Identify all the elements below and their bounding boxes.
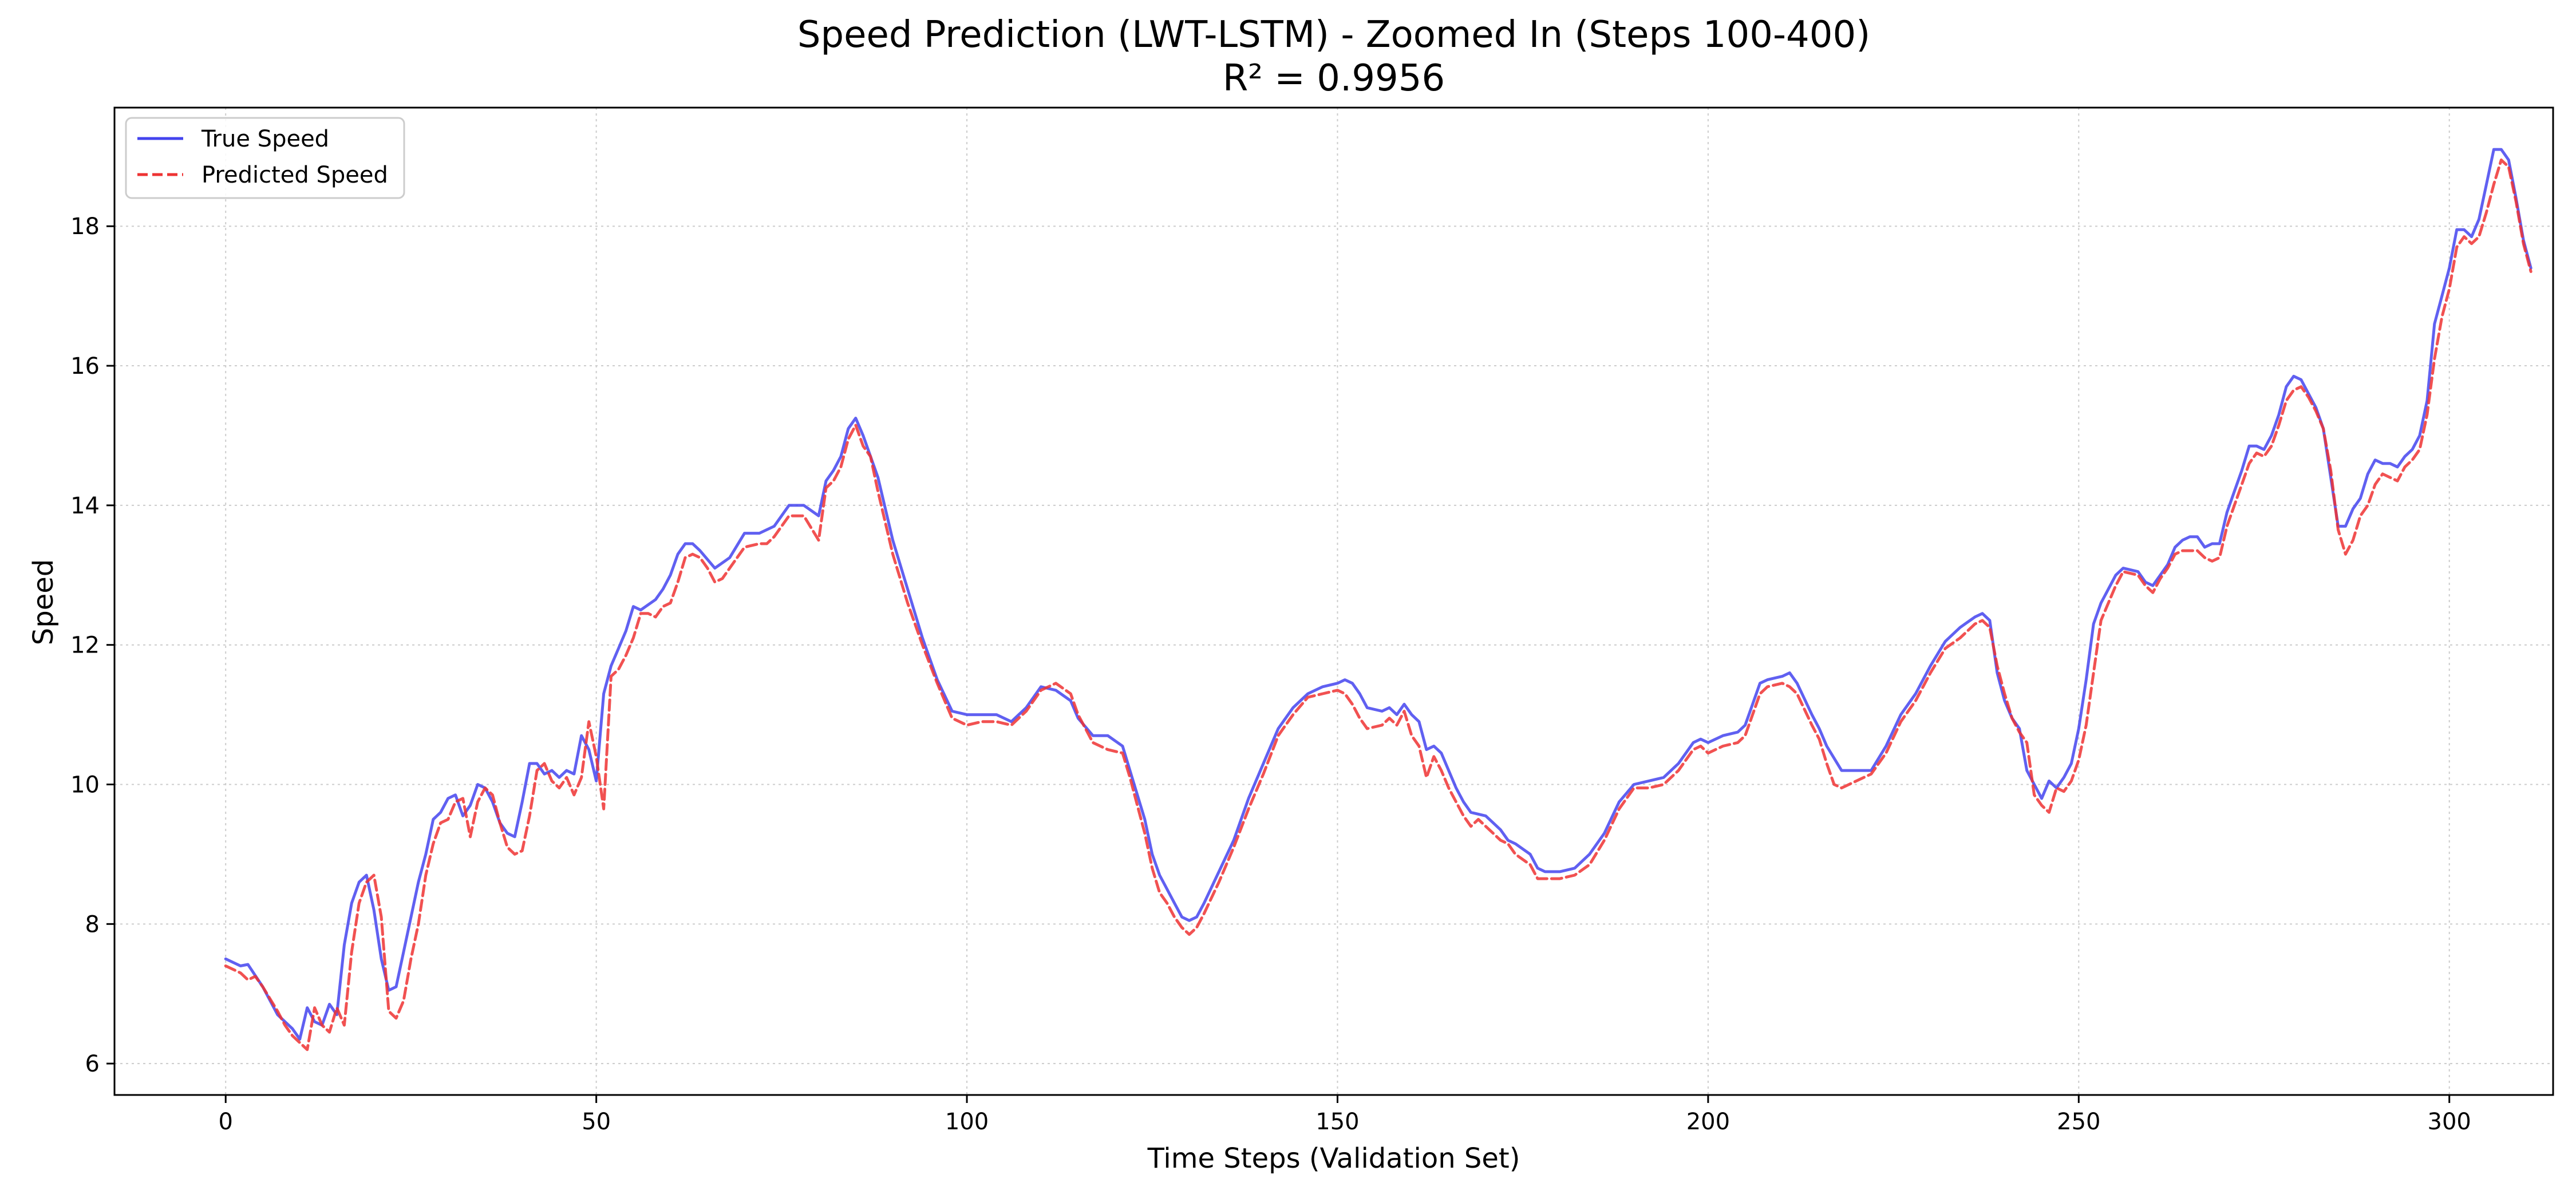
y-tick-label: 14: [70, 493, 100, 519]
y-axis: 6 8 10 12 14 16 18: [70, 213, 114, 1077]
chart-title: Speed Prediction (LWT-LSTM) - Zoomed In …: [797, 14, 1870, 56]
y-tick-label: 16: [70, 353, 100, 379]
legend-label-predicted-speed: Predicted Speed: [202, 162, 388, 188]
x-tick-label: 100: [945, 1109, 989, 1135]
x-tick-label: 50: [582, 1109, 611, 1135]
x-tick-label: 200: [1686, 1109, 1730, 1135]
plot-frame: [113, 106, 2554, 1096]
y-axis-title: Speed: [27, 559, 60, 645]
series-line-true-speed: [224, 148, 2532, 1041]
x-axis-title: Time Steps (Validation Set): [1147, 1142, 1520, 1175]
y-tick-label: 10: [70, 772, 100, 798]
x-tick-label: 250: [2057, 1109, 2100, 1135]
series-layer: [224, 148, 2532, 1051]
legend: True Speed Predicted Speed: [125, 117, 405, 199]
grid-lines: [114, 108, 2553, 1095]
y-tick-label: 18: [70, 213, 100, 240]
x-tick-label: 0: [218, 1109, 232, 1135]
legend-box: [125, 117, 405, 199]
y-tick-label: 8: [85, 911, 100, 938]
x-tick-label: 300: [2428, 1109, 2471, 1135]
chart-subtitle: R² = 0.9956: [1223, 57, 1445, 100]
y-tick-label: 12: [70, 632, 100, 659]
x-tick-label: 150: [1315, 1109, 1359, 1135]
y-tick-label: 6: [85, 1051, 100, 1077]
legend-label-true-speed: True Speed: [201, 126, 329, 152]
series-line-predicted-speed: [224, 158, 2532, 1051]
x-axis: 0 50 100 150 200 250 300: [218, 1095, 2471, 1135]
